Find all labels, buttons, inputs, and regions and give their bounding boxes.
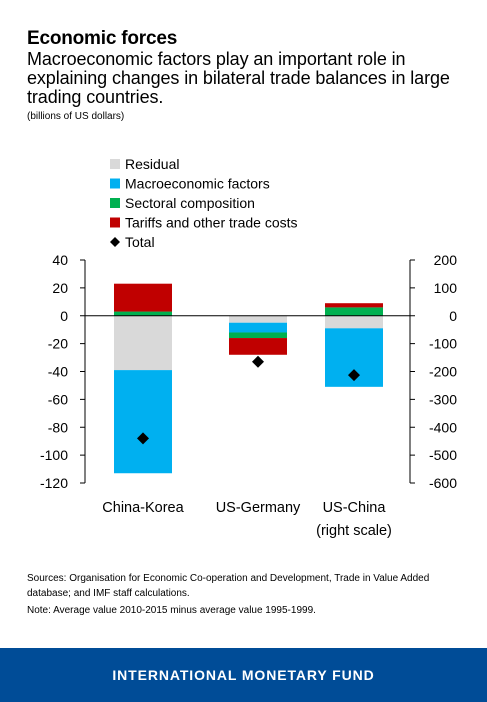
right-axis-tick-label: -200 [429, 364, 457, 380]
left-axis-tick-label: -120 [40, 475, 68, 491]
right-axis-tick-label: 100 [434, 280, 458, 296]
imf-brand-bar: INTERNATIONAL MONETARY FUND [0, 648, 487, 702]
legend-label-total: Total [125, 234, 155, 250]
legend-swatch-tariffs-and-other-trade-costs [110, 217, 120, 228]
bar-sectoral-composition [325, 307, 383, 316]
legend-label-macroeconomic-factors: Macroeconomic factors [125, 176, 270, 192]
bar-residual [114, 315, 172, 371]
legend-swatch-macroeconomic-factors [110, 178, 120, 189]
bar-sectoral-composition [114, 311, 172, 316]
right-axis-tick-label: -300 [429, 391, 457, 407]
right-axis-tick-label: 0 [449, 308, 457, 324]
left-axis-tick-label: 20 [52, 280, 68, 296]
chart-subtitle: Macroeconomic factors play an important … [27, 49, 450, 107]
left-axis-tick-label: -100 [40, 447, 68, 463]
legend-label-residual: Residual [125, 156, 179, 172]
legend-label-sectoral-composition: Sectoral composition [125, 195, 255, 211]
right-axis-tick-label: -100 [429, 336, 457, 352]
bar-macroeconomic-factors [229, 322, 287, 333]
stacked-bar-chart: Residual Macroeconomic factors Sectoral co… [40, 156, 458, 539]
right-axis-tick-label: -500 [429, 447, 457, 463]
brand-name: INTERNATIONAL MONETARY FUND [112, 667, 375, 683]
left-axis-tick-label: -20 [48, 336, 68, 352]
legend-swatch-sectoral-composition [110, 198, 120, 208]
bar-tariffs-and-other-trade-costs [114, 283, 172, 312]
legend-swatch-residual [110, 159, 120, 169]
bar-sectoral-composition [229, 332, 287, 339]
bar-residual [325, 315, 383, 329]
chart-units: (billions of US dollars) [27, 111, 125, 122]
bar-tariffs-and-other-trade-costs [325, 303, 383, 308]
right-axis-tick-label: -600 [429, 475, 457, 491]
total-marker [137, 432, 149, 445]
left-axis-tick-label: -80 [48, 419, 68, 435]
right-axis-tick-label: 200 [434, 252, 458, 268]
category-label: US-Germany [216, 500, 301, 516]
right-axis-tick-label: -400 [429, 419, 457, 435]
chart-title: Economic forces [27, 28, 178, 49]
left-axis-tick-label: -60 [48, 391, 68, 407]
methodology-note: Note: Average value 2010-2015 minus aver… [27, 605, 316, 616]
left-axis-tick-label: -40 [48, 364, 68, 380]
legend-label-tariffs-and-other-trade-costs: Tariffs and other trade costs [125, 215, 298, 231]
category-sublabel: (right scale) [316, 523, 392, 539]
category-label: China-Korea [102, 500, 184, 516]
total-marker [252, 355, 264, 368]
bar-tariffs-and-other-trade-costs [229, 338, 287, 355]
left-axis-tick-label: 40 [52, 252, 68, 268]
bar-macroeconomic-factors [114, 370, 172, 474]
chart-header: Economic forces Macroeconomic factors pl… [27, 28, 477, 123]
legend-marker-total [110, 237, 120, 247]
sources-note: Sources: Organisation for Economic Co-op… [27, 573, 430, 599]
category-label: US-China [323, 500, 387, 516]
total-marker [348, 369, 360, 382]
bar-residual [229, 315, 287, 323]
footer-notes: Sources: Organisation for Economic Co-op… [27, 571, 467, 620]
left-axis-tick-label: 0 [60, 308, 68, 324]
